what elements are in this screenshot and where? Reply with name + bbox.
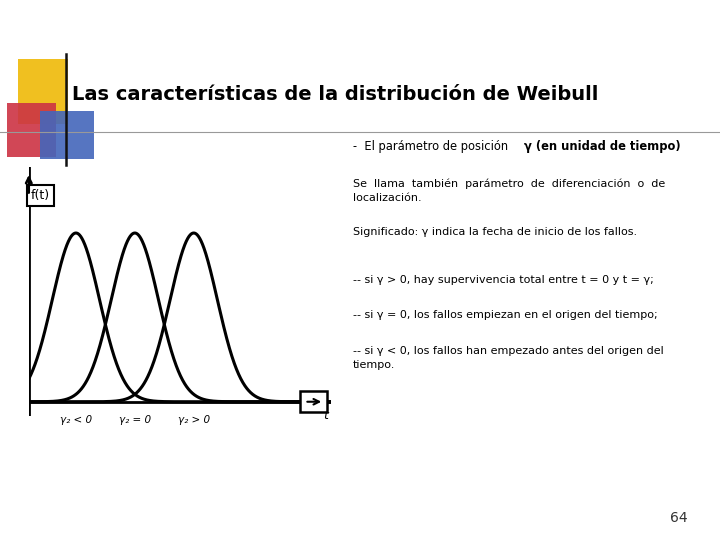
- Text: t: t: [323, 409, 328, 422]
- Text: Se  llama  también  parámetro  de  diferenciación  o  de
localización.: Se llama también parámetro de diferencia…: [353, 178, 665, 203]
- Bar: [300, 391, 328, 412]
- Text: -- si γ > 0, hay supervivencia total entre t = 0 y t = γ;: -- si γ > 0, hay supervivencia total ent…: [353, 275, 654, 286]
- Text: 64: 64: [670, 511, 688, 525]
- Text: -- si γ = 0, los fallos empiezan en el origen del tiempo;: -- si γ = 0, los fallos empiezan en el o…: [353, 310, 657, 321]
- Text: -  El parámetro de posición: - El parámetro de posición: [353, 140, 511, 153]
- Bar: [18, 59, 68, 124]
- Text: γ₂ = 0: γ₂ = 0: [119, 415, 151, 424]
- Text: γ (en unidad de tiempo): γ (en unidad de tiempo): [523, 140, 680, 153]
- Text: γ₂ < 0: γ₂ < 0: [60, 415, 92, 424]
- Text: Significado: γ indica la fecha de inicio de los fallos.: Significado: γ indica la fecha de inicio…: [353, 227, 637, 237]
- Bar: [40, 111, 94, 159]
- Bar: [7, 103, 56, 157]
- Text: f(t): f(t): [31, 189, 50, 202]
- Text: Las características de la distribución de Weibull: Las características de la distribución d…: [72, 85, 598, 104]
- Text: -- si γ < 0, los fallos han empezado antes del origen del
tiempo.: -- si γ < 0, los fallos han empezado ant…: [353, 346, 664, 370]
- Text: γ₂ > 0: γ₂ > 0: [178, 415, 210, 424]
